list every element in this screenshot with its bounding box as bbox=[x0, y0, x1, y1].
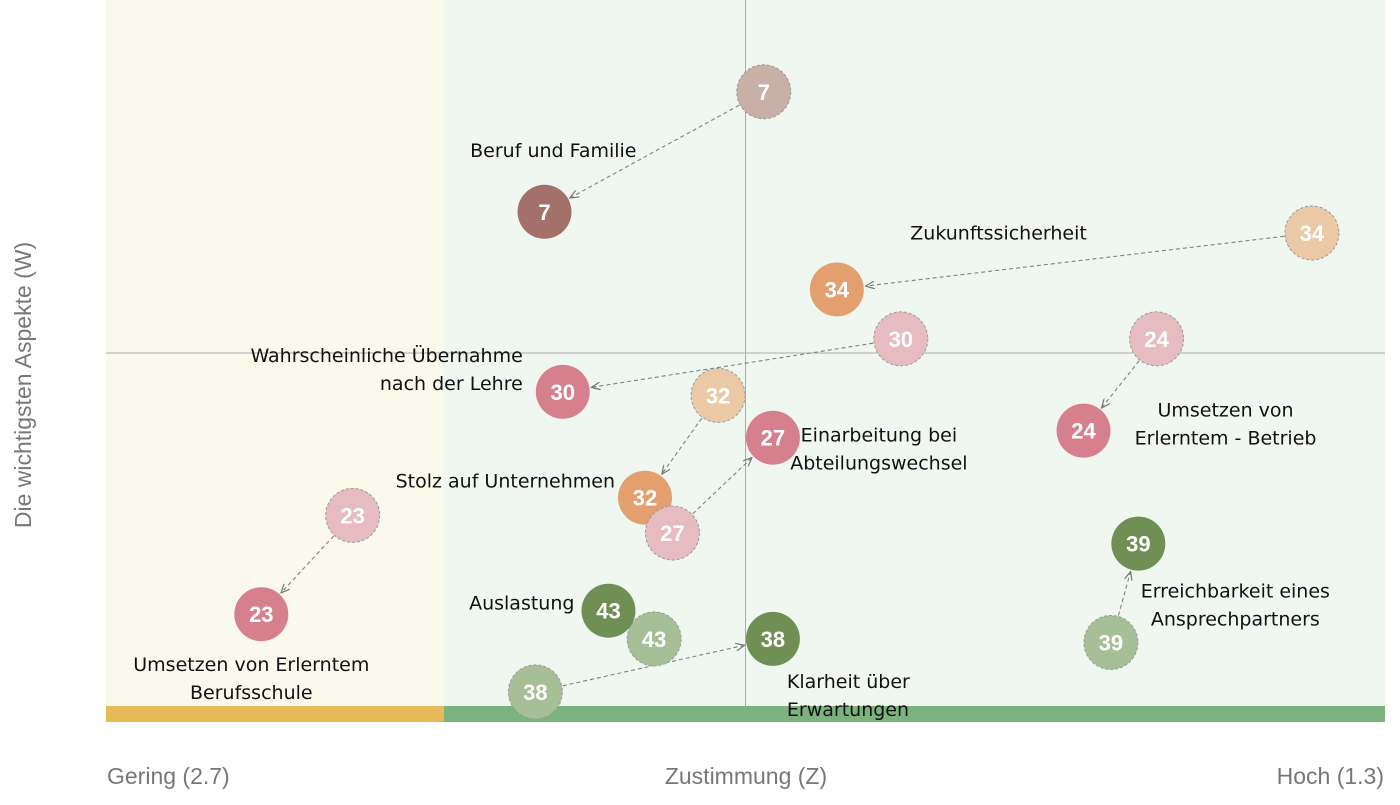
bubble-before-familie bbox=[736, 64, 792, 120]
bubble-before-value-auslastung: 43 bbox=[642, 627, 666, 652]
bubble-before-stolz bbox=[690, 367, 746, 423]
item-label-line: Abteilungswechsel bbox=[790, 453, 967, 475]
item-label-berufsschule: Umsetzen von Erlerntem Berufsschule bbox=[133, 654, 369, 704]
bubble-before-erwartungen bbox=[507, 664, 563, 720]
item-label-line: Ansprechpartners bbox=[1151, 609, 1320, 631]
bubble-before-abteilung bbox=[644, 505, 700, 561]
bubble-after-value-betrieb: 24 bbox=[1071, 419, 1096, 444]
bubble-before-berufsschule bbox=[325, 487, 381, 543]
bubble-before-value-abteilung: 27 bbox=[660, 521, 684, 546]
bubble-before-zukunft bbox=[1284, 205, 1340, 261]
item-label-line: Beruf und Familie bbox=[470, 140, 636, 162]
arrow-uebernahme bbox=[592, 342, 874, 387]
item-label-line: Wahrscheinliche Übernahme bbox=[250, 344, 522, 367]
labels-layer: Beruf und Familie Zukunftssicherheit Wahrs… bbox=[133, 140, 1330, 721]
item-label-betrieb: Umsetzen von Erlerntem - Betrieb bbox=[1135, 400, 1317, 450]
bubble-before-ansprechpartner bbox=[1083, 614, 1139, 670]
item-label-auslastung: Auslastung bbox=[469, 593, 574, 615]
arrow-familie bbox=[571, 104, 740, 197]
item-label-stolz: Stolz auf Unternehmen bbox=[396, 471, 615, 493]
bubble-after-zukunft bbox=[809, 262, 864, 317]
zone-bar-low-agreement bbox=[106, 706, 445, 722]
item-label-line: Erreichbarkeit eines bbox=[1141, 581, 1330, 603]
bubble-after-value-zukunft: 34 bbox=[825, 277, 850, 302]
bubble-after-betrieb bbox=[1056, 403, 1111, 458]
bubble-after-value-stolz: 32 bbox=[633, 486, 657, 511]
bubble-after-value-abteilung: 27 bbox=[761, 426, 785, 451]
bubble-after-familie bbox=[517, 184, 572, 239]
item-label-line: Umsetzen von bbox=[1157, 400, 1293, 422]
bubble-after-berufsschule bbox=[234, 587, 289, 642]
bubble-before-value-uebernahme: 30 bbox=[889, 327, 913, 352]
item-label-line: Umsetzen von Erlerntem bbox=[133, 654, 369, 676]
bubble-after-value-ansprechpartner: 39 bbox=[1126, 532, 1150, 557]
bubble-after-ansprechpartner bbox=[1111, 516, 1166, 571]
bubble-after-value-auslastung: 43 bbox=[596, 599, 620, 624]
bubble-after-uebernahme bbox=[535, 364, 590, 419]
arrow-ansprechpartner bbox=[1117, 573, 1130, 616]
bubble-after-value-uebernahme: 30 bbox=[551, 380, 575, 405]
axis-layer: Gering (2.7) Zustimmung (Z) Hoch (1.3) D… bbox=[10, 242, 1384, 789]
bubble-before-uebernahme bbox=[873, 311, 929, 367]
bubble-before-value-berufsschule: 23 bbox=[340, 503, 364, 528]
bubble-before-value-stolz: 32 bbox=[706, 383, 730, 408]
arrow-zukunft bbox=[867, 235, 1285, 286]
arrow-stolz bbox=[662, 417, 703, 473]
bubble-before-value-betrieb: 24 bbox=[1144, 327, 1169, 352]
bubble-after-value-familie: 7 bbox=[538, 200, 550, 225]
bubble-before-value-ansprechpartner: 39 bbox=[1099, 630, 1123, 655]
item-label-line: Einarbeitung bei bbox=[801, 425, 957, 447]
bubble-after-value-berufsschule: 23 bbox=[249, 602, 273, 627]
arrow-betrieb bbox=[1102, 360, 1140, 407]
item-label-zukunft: Zukunftssicherheit bbox=[910, 222, 1087, 244]
item-label-line: Stolz auf Unternehmen bbox=[396, 471, 615, 493]
zone-bar-high-agreement bbox=[444, 706, 1385, 722]
item-label-uebernahme: Wahrscheinliche Übernahme nach der Lehre bbox=[250, 344, 522, 395]
bubble-before-auslastung bbox=[626, 611, 682, 667]
bubble-after-abteilung bbox=[745, 410, 800, 465]
bubble-before-value-erwartungen: 38 bbox=[523, 680, 547, 705]
y-axis-title: Die wichtigsten Aspekte (W) bbox=[10, 242, 36, 528]
bubble-after-erwartungen bbox=[745, 611, 800, 666]
x-axis-title: Zustimmung (Z) bbox=[665, 763, 827, 789]
item-label-line: Zukunftssicherheit bbox=[910, 222, 1087, 244]
item-label-ansprechpartner: Erreichbarkeit eines Ansprechpartners bbox=[1141, 581, 1330, 631]
bubble-after-value-erwartungen: 38 bbox=[761, 627, 785, 652]
item-label-line: Berufsschule bbox=[190, 682, 313, 704]
x-axis-low-label: Gering (2.7) bbox=[107, 763, 230, 789]
bubble-before-value-familie: 7 bbox=[758, 80, 770, 105]
bubble-after-auslastung bbox=[581, 583, 636, 638]
bubble-before-betrieb bbox=[1129, 311, 1185, 367]
item-label-line: Erwartungen bbox=[787, 699, 909, 721]
item-label-familie: Beruf und Familie bbox=[470, 140, 636, 162]
bubble-before-value-zukunft: 34 bbox=[1300, 221, 1325, 246]
item-label-abteilung: Einarbeitung bei Abteilungswechsel bbox=[790, 425, 967, 475]
item-label-line: nach der Lehre bbox=[380, 373, 523, 395]
item-label-line: Klarheit über bbox=[787, 671, 910, 693]
item-label-erwartungen: Klarheit über Erwartungen bbox=[787, 671, 910, 721]
item-label-line: Erlerntem - Betrieb bbox=[1135, 428, 1317, 450]
item-label-line: Auslastung bbox=[469, 593, 574, 615]
arrow-berufsschule bbox=[282, 535, 335, 592]
x-axis-high-label: Hoch (1.3) bbox=[1277, 763, 1384, 789]
